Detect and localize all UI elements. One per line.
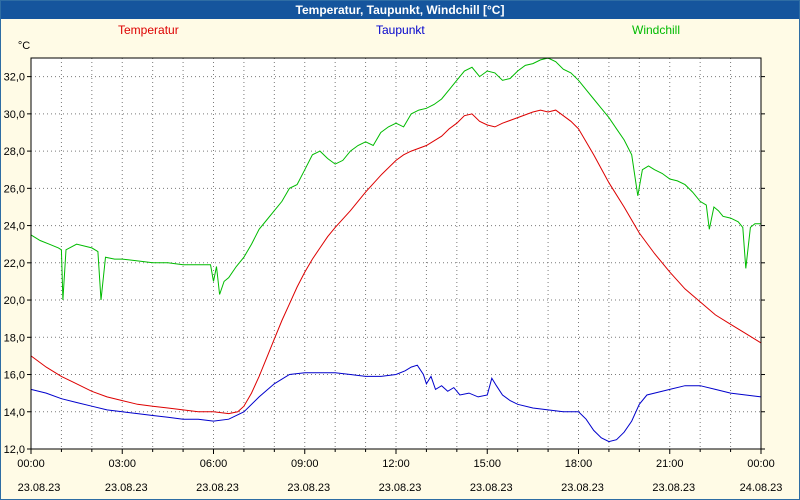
window-title: Temperatur, Taupunkt, Windchill [°C] bbox=[295, 3, 505, 17]
x-date-label: 23.08.23 bbox=[18, 482, 61, 494]
y-tick-label: 14,0 bbox=[4, 407, 25, 419]
y-tick-label: 24,0 bbox=[4, 221, 25, 233]
y-tick-label: 28,0 bbox=[4, 146, 25, 158]
x-date-label: 23.08.23 bbox=[196, 482, 239, 494]
x-tick-label: 00:00 bbox=[17, 458, 45, 470]
x-tick-label: 00:00 bbox=[747, 458, 775, 470]
legend-label-1: Taupunkt bbox=[376, 23, 425, 37]
y-tick-label: 20,0 bbox=[4, 295, 25, 307]
x-date-label: 23.08.23 bbox=[287, 482, 330, 494]
legend-label-0: Temperatur bbox=[118, 23, 179, 37]
x-date-label: 23.08.23 bbox=[561, 482, 604, 494]
y-tick-label: 32,0 bbox=[4, 72, 25, 84]
x-date-label: 23.08.23 bbox=[379, 482, 422, 494]
title-bar: Temperatur, Taupunkt, Windchill [°C] bbox=[1, 1, 799, 19]
y-tick-label: 30,0 bbox=[4, 109, 25, 121]
x-tick-label: 15:00 bbox=[473, 458, 501, 470]
y-tick-label: 12,0 bbox=[4, 444, 25, 456]
y-tick-label: 26,0 bbox=[4, 183, 25, 195]
x-tick-label: 21:00 bbox=[656, 458, 684, 470]
y-tick-label: 22,0 bbox=[4, 258, 25, 270]
y-axis-unit-label: °C bbox=[18, 40, 30, 52]
y-tick-label: 16,0 bbox=[4, 370, 25, 382]
x-date-label: 23.08.23 bbox=[470, 482, 513, 494]
series-temperatur-line bbox=[30, 109, 762, 415]
x-tick-label: 09:00 bbox=[291, 458, 319, 470]
x-date-label: 23.08.23 bbox=[105, 482, 148, 494]
series-taupunkt-line bbox=[30, 364, 762, 443]
chart-legend: Temperatur Taupunkt Windchill bbox=[1, 23, 799, 41]
x-date-label: 23.08.23 bbox=[652, 482, 695, 494]
y-tick-label: 18,0 bbox=[4, 332, 25, 344]
series-windchill-line bbox=[30, 57, 761, 301]
x-tick-label: 12:00 bbox=[382, 458, 410, 470]
x-tick-label: 18:00 bbox=[565, 458, 593, 470]
x-date-label: 24.08.23 bbox=[740, 482, 783, 494]
legend-label-2: Windchill bbox=[632, 23, 681, 37]
x-tick-label: 06:00 bbox=[200, 458, 228, 470]
x-tick-label: 03:00 bbox=[108, 458, 136, 470]
